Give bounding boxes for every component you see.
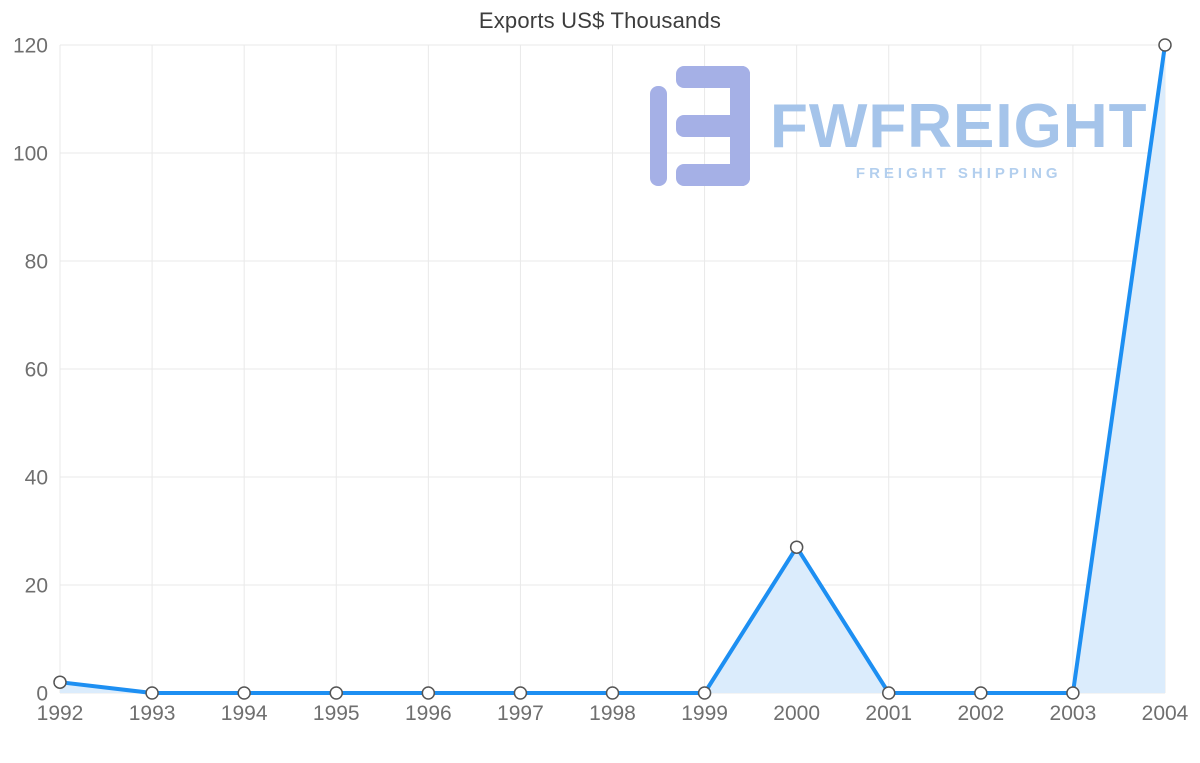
x-axis-tick-label: 1994 <box>221 702 268 725</box>
data-point-2004[interactable] <box>1158 38 1172 52</box>
logo-text-block: FWFREIGHT FREIGHT SHIPPING <box>770 66 1148 183</box>
data-point-1994[interactable] <box>237 686 251 700</box>
data-point-1997[interactable] <box>513 686 528 700</box>
y-axis-tick-label: 80 <box>25 250 48 273</box>
x-axis-tick-label: 2000 <box>773 702 820 725</box>
data-point-1993[interactable] <box>145 686 159 700</box>
y-axis-tick-label: 0 <box>36 682 48 705</box>
chart-title: Exports US$ Thousands <box>478 8 722 33</box>
x-axis-tick-label: 2003 <box>1050 702 1097 725</box>
x-axis-tick-label: 1993 <box>129 702 176 725</box>
data-point-2000[interactable] <box>789 540 804 554</box>
fwfreight-logo: FWFREIGHT FREIGHT SHIPPING <box>650 66 1148 186</box>
x-axis-tick-label: 1998 <box>589 702 636 725</box>
data-point-2003[interactable] <box>1066 686 1080 700</box>
data-point-1996[interactable] <box>421 686 436 700</box>
x-axis-tick-label: 1996 <box>405 702 452 725</box>
data-point-1998[interactable] <box>605 686 620 700</box>
y-axis-tick-label: 60 <box>25 358 48 381</box>
logo-tagline: FREIGHT SHIPPING <box>855 165 1062 182</box>
x-axis-tick-label: 2002 <box>957 702 1004 725</box>
data-point-1999[interactable] <box>697 686 712 700</box>
x-axis-tick-label: 1999 <box>681 702 728 725</box>
fwfreight-logo-icon <box>650 66 750 186</box>
x-axis-tick-label: 1995 <box>313 702 360 725</box>
data-point-2002[interactable] <box>974 686 988 700</box>
data-point-1992[interactable] <box>53 675 67 689</box>
y-axis-tick-label: 40 <box>25 466 48 489</box>
x-axis-tick-label: 1992 <box>37 702 84 725</box>
x-axis-tick-label: 1997 <box>497 702 544 725</box>
y-axis-tick-label: 100 <box>13 142 48 165</box>
y-axis-tick-label: 120 <box>13 34 48 57</box>
logo-wordmark: FWFREIGHT <box>770 92 1148 161</box>
data-point-1995[interactable] <box>329 686 343 700</box>
y-axis-tick-label: 20 <box>25 574 48 597</box>
x-axis-tick-label: 2001 <box>865 702 912 725</box>
x-axis-tick-label: 2004 <box>1142 702 1189 725</box>
data-point-2001[interactable] <box>882 686 896 700</box>
